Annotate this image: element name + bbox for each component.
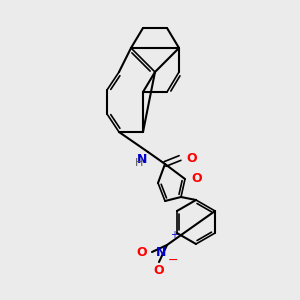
Text: N: N [136,153,147,166]
Text: N: N [156,246,166,259]
Text: O: O [154,264,164,277]
Text: O: O [191,172,202,184]
Text: +: + [170,230,178,240]
Text: O: O [136,245,147,259]
Text: −: − [168,254,178,266]
Text: O: O [186,152,196,164]
Text: H: H [135,158,143,168]
